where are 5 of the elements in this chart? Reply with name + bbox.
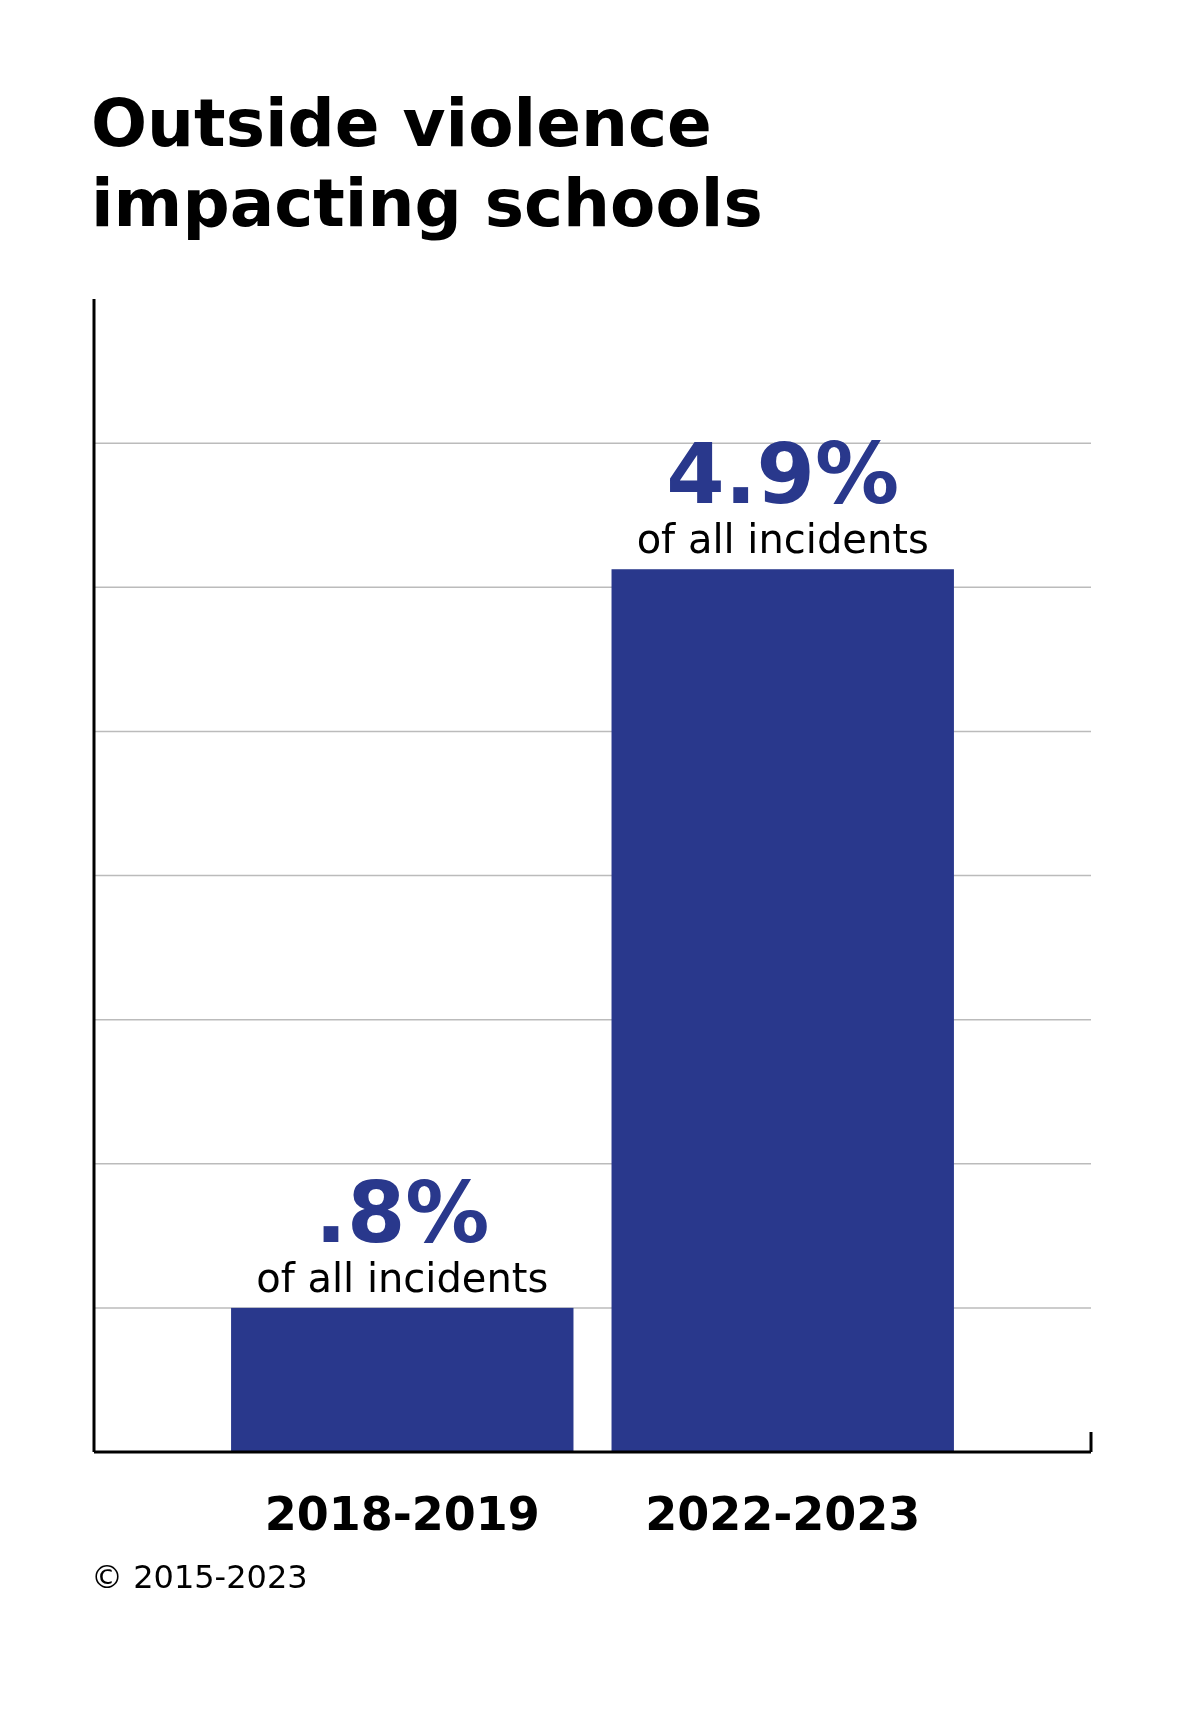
x-tick-label: 2018-2019 [264,1487,540,1541]
chart-title: Outside violence impacting schools [91,85,763,242]
annotation: of all incidents [636,516,929,563]
x-tick-label: 2022-2023 [645,1487,921,1541]
text: © 2015-2023 [91,1558,308,1596]
